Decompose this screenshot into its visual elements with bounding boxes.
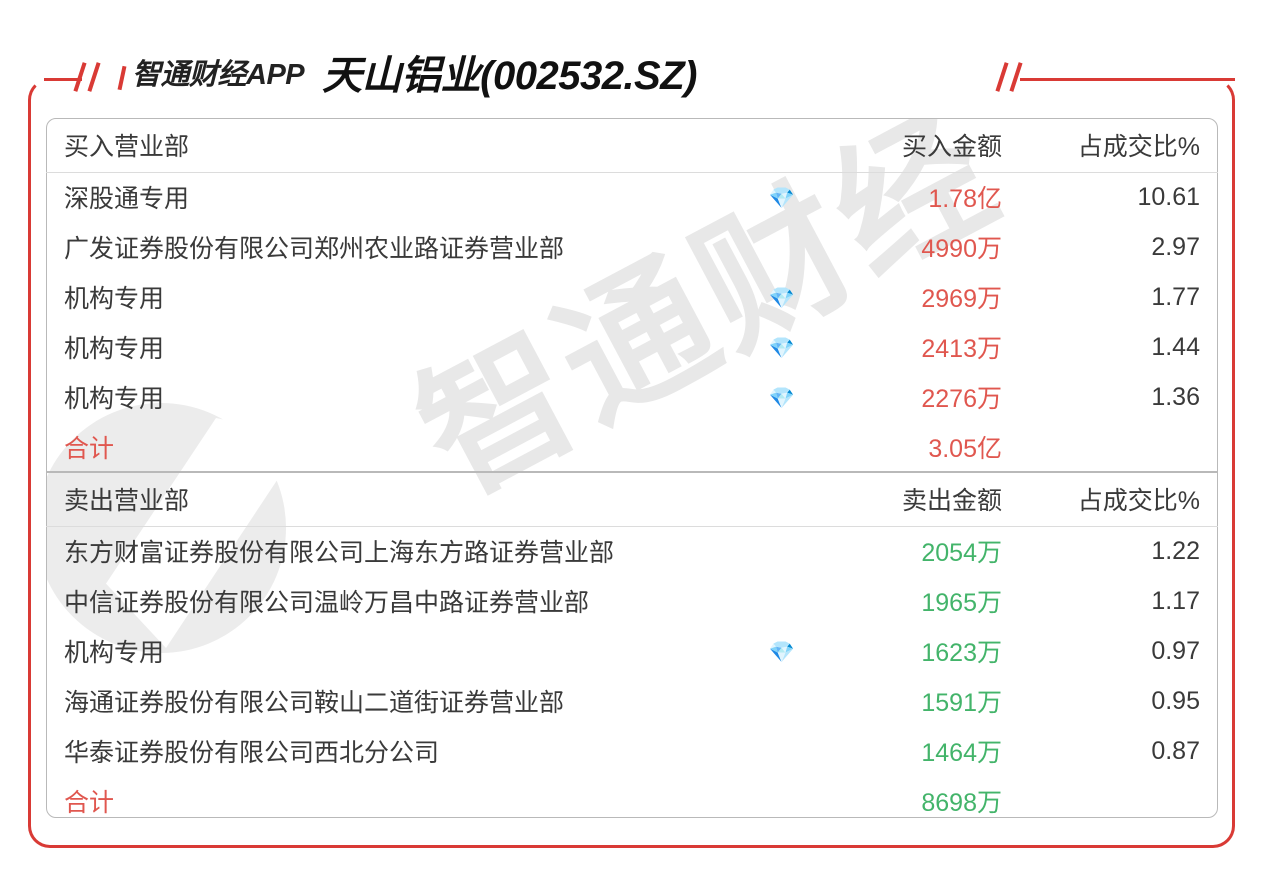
amount-value: 4990万 bbox=[921, 235, 1002, 263]
table-row[interactable]: 广发证券股份有限公司郑州农业路证券营业部 4990万 2.97 bbox=[46, 222, 1218, 272]
percent-value: 0.87 bbox=[1151, 736, 1200, 765]
gem-cell: 💎 bbox=[746, 322, 818, 372]
sell-header-name: 卖出营业部 bbox=[46, 471, 746, 527]
total-amount: 8698万 bbox=[921, 789, 1002, 817]
total-gem-cell bbox=[746, 422, 818, 472]
amount-value: 1591万 bbox=[921, 689, 1002, 717]
branch-name: 深股通专用 bbox=[64, 185, 190, 214]
amount-value: 1965万 bbox=[921, 589, 1002, 617]
branch-name: 华泰证券股份有限公司西北分公司 bbox=[64, 739, 440, 767]
percent-value: 1.77 bbox=[1151, 282, 1200, 311]
red-gem-icon: 💎 bbox=[768, 286, 796, 310]
buy-header-amount: 买入金额 bbox=[818, 118, 1018, 173]
branch-name: 机构专用 bbox=[64, 285, 165, 313]
branch-name: 中信证券股份有限公司温岭万昌中路证券营业部 bbox=[64, 589, 590, 617]
amount-value: 1464万 bbox=[921, 739, 1002, 767]
page-title: 智通财经APP 天山铝业(002532.SZ) bbox=[132, 44, 711, 100]
gem-cell: 💎 bbox=[746, 372, 818, 422]
total-percent bbox=[1018, 776, 1218, 826]
table-row[interactable]: 机构专用 💎 2276万 1.36 bbox=[46, 372, 1218, 422]
gem-cell bbox=[746, 576, 818, 626]
amount-value: 2054万 bbox=[921, 539, 1002, 568]
gem-cell: 💎 bbox=[746, 172, 818, 222]
branch-name: 广发证券股份有限公司郑州农业路证券营业部 bbox=[64, 235, 565, 263]
lhb-table-container: 买入营业部 买入金额 占成交比% 深股通专用 💎 1.78亿 10.61 广发证券股份有限公司… bbox=[46, 118, 1218, 818]
table-row[interactable]: 深股通专用 💎 1.78亿 10.61 bbox=[46, 172, 1218, 222]
percent-value: 0.95 bbox=[1151, 686, 1200, 715]
red-gem-icon: 💎 bbox=[768, 640, 796, 664]
branch-name: 东方财富证券股份有限公司上海东方路证券营业部 bbox=[64, 539, 615, 568]
gem-cell bbox=[746, 726, 818, 776]
buy-header-name: 买入营业部 bbox=[46, 118, 746, 173]
table-row[interactable]: 东方财富证券股份有限公司上海东方路证券营业部 2054万 1.22 bbox=[46, 526, 1218, 576]
sell-header-amount: 卖出金额 bbox=[818, 471, 1018, 527]
buy-header-gem bbox=[746, 118, 818, 173]
percent-value: 1.17 bbox=[1151, 586, 1200, 615]
buy-header-percent: 占成交比% bbox=[1018, 118, 1218, 173]
total-percent bbox=[1018, 422, 1218, 472]
frame-top-left-stub bbox=[44, 78, 82, 81]
red-gem-icon: 💎 bbox=[768, 386, 796, 410]
total-label: 合计 bbox=[64, 789, 115, 817]
table-body: 买入营业部 买入金额 占成交比% 深股通专用 💎 1.78亿 10.61 广发证券股份有限公司… bbox=[46, 118, 1218, 826]
amount-value: 2276万 bbox=[921, 385, 1002, 413]
branch-name: 机构专用 bbox=[64, 335, 165, 363]
gem-cell bbox=[746, 222, 818, 272]
total-gem-cell bbox=[746, 776, 818, 826]
red-gem-icon: 💎 bbox=[768, 336, 796, 360]
sell-header-percent: 占成交比% bbox=[1018, 471, 1218, 527]
amount-value: 2413万 bbox=[921, 335, 1002, 363]
gem-cell: 💎 bbox=[746, 626, 818, 676]
percent-value: 0.97 bbox=[1151, 636, 1200, 665]
gem-cell bbox=[746, 676, 818, 726]
blue-gem-icon: 💎 bbox=[768, 186, 796, 210]
table-row[interactable]: 机构专用 💎 1623万 0.97 bbox=[46, 626, 1218, 676]
total-amount: 3.05亿 bbox=[928, 434, 1002, 463]
amount-value: 1623万 bbox=[921, 639, 1002, 667]
lhb-table: 买入营业部 买入金额 占成交比% 深股通专用 💎 1.78亿 10.61 广发证券股份有限公司… bbox=[46, 118, 1218, 826]
amount-value: 2969万 bbox=[921, 285, 1002, 313]
decorative-red-frame bbox=[28, 78, 1235, 848]
branch-name: 机构专用 bbox=[64, 639, 165, 667]
gem-cell bbox=[746, 526, 818, 576]
frame-top-right-stub bbox=[1020, 78, 1235, 81]
table-row[interactable]: 海通证券股份有限公司鞍山二道街证券营业部 1591万 0.95 bbox=[46, 676, 1218, 726]
stock-title-label: 天山铝业(002532.SZ) bbox=[322, 54, 697, 98]
amount-value: 1.78亿 bbox=[928, 185, 1002, 214]
branch-name: 机构专用 bbox=[64, 385, 165, 413]
percent-value: 2.97 bbox=[1151, 232, 1200, 261]
table-row[interactable]: 机构专用 💎 2969万 1.77 bbox=[46, 272, 1218, 322]
sell-total-row: 合计 8698万 bbox=[46, 776, 1218, 826]
table-row[interactable]: 机构专用 💎 2413万 1.44 bbox=[46, 322, 1218, 372]
gem-cell: 💎 bbox=[746, 272, 818, 322]
sell-header-row: 卖出营业部 卖出金额 占成交比% bbox=[46, 471, 1218, 527]
brand-label: 智通财经APP bbox=[132, 59, 305, 91]
percent-value: 1.22 bbox=[1151, 536, 1200, 565]
sell-header-gem bbox=[746, 471, 818, 527]
table-row[interactable]: 华泰证券股份有限公司西北分公司 1464万 0.87 bbox=[46, 726, 1218, 776]
percent-value: 1.44 bbox=[1151, 332, 1200, 361]
buy-header-row: 买入营业部 买入金额 占成交比% bbox=[46, 118, 1218, 173]
table-row[interactable]: 中信证券股份有限公司温岭万昌中路证券营业部 1965万 1.17 bbox=[46, 576, 1218, 626]
branch-name: 海通证券股份有限公司鞍山二道街证券营业部 bbox=[64, 689, 565, 717]
percent-value: 1.36 bbox=[1151, 382, 1200, 411]
buy-total-row: 合计 3.05亿 bbox=[46, 422, 1218, 472]
total-label: 合计 bbox=[64, 434, 115, 463]
percent-value: 10.61 bbox=[1137, 182, 1200, 211]
